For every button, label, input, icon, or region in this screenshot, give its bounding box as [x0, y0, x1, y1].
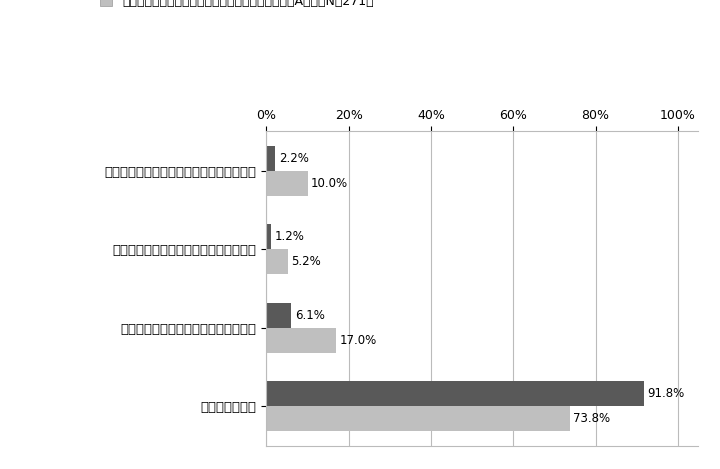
Text: 10.0%: 10.0% — [311, 177, 348, 190]
Bar — [266, 171, 307, 196]
Text: 6.1%: 6.1% — [294, 309, 325, 322]
Text: 5.2%: 5.2% — [291, 255, 321, 268]
Text: 1.2%: 1.2% — [274, 230, 305, 243]
Bar — [266, 328, 336, 353]
Bar — [266, 406, 570, 431]
Text: 2.2%: 2.2% — [279, 151, 309, 165]
Legend: 調査対象者全体（N＝1,523）, ネット上で政党・候補者が発信した情報を見た人（A）　（N＝271）: 調査対象者全体（N＝1,523）, ネット上で政党・候補者が発信した情報を見た人… — [100, 0, 374, 8]
Bar — [266, 303, 292, 328]
Bar — [266, 381, 644, 406]
Text: 73.8%: 73.8% — [573, 412, 611, 425]
Text: 91.8%: 91.8% — [647, 387, 685, 400]
Bar — [266, 224, 271, 249]
Text: 17.0%: 17.0% — [340, 334, 377, 347]
Bar — [266, 145, 276, 171]
Bar — [266, 249, 288, 274]
